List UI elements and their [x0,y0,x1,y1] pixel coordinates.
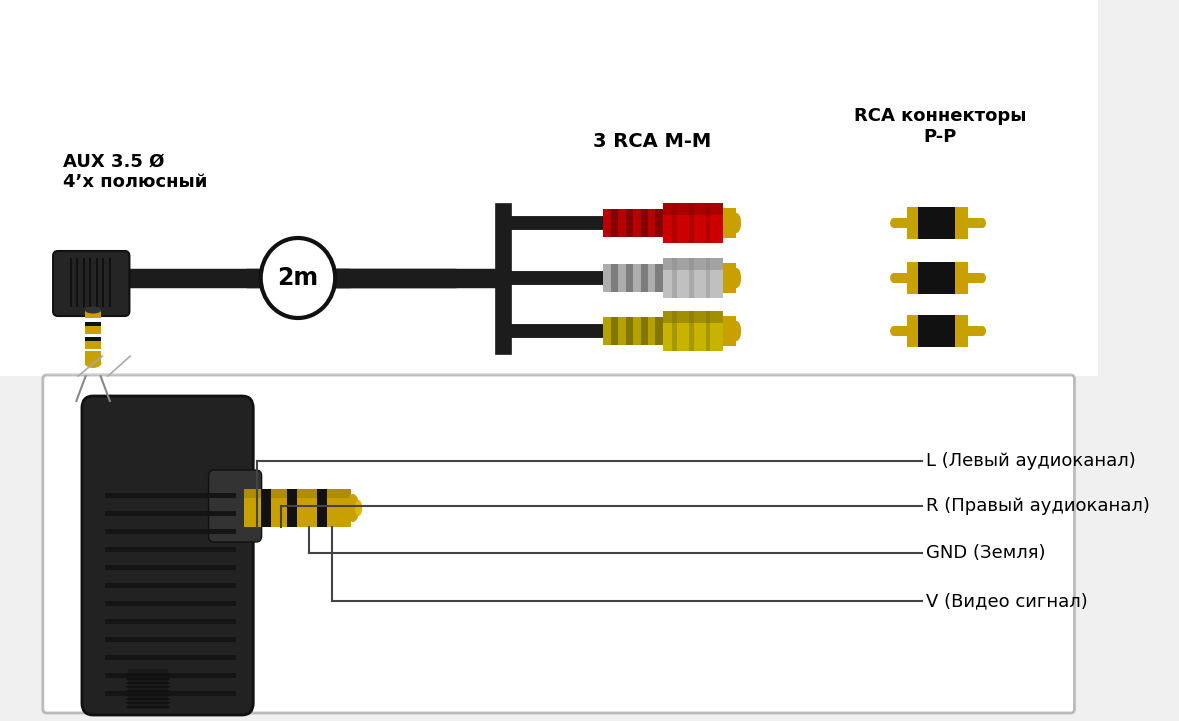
Bar [261,489,271,527]
Bar [85,310,101,318]
Bar [894,273,909,283]
Bar [129,669,167,709]
Bar [672,311,677,351]
Ellipse shape [979,218,986,228]
Bar [626,317,633,345]
Bar [244,489,351,527]
Ellipse shape [85,358,101,368]
Bar [672,258,677,298]
Bar [317,489,327,527]
Text: R (Правый аудиоканал): R (Правый аудиоканал) [927,497,1151,515]
Bar [85,341,101,349]
Text: GND (Земля): GND (Земля) [927,544,1046,562]
Bar [85,352,101,356]
Bar [918,262,957,294]
Bar [663,203,724,243]
FancyBboxPatch shape [209,470,262,542]
Bar [633,317,640,345]
Bar [286,489,297,527]
Bar [672,203,677,243]
Bar [611,317,618,345]
Bar [663,311,724,323]
Bar [648,317,656,345]
Bar [626,209,633,237]
Bar [85,337,101,341]
Bar [968,326,982,336]
Bar [706,203,711,243]
Ellipse shape [85,306,101,314]
Ellipse shape [979,326,986,336]
Bar [656,264,663,292]
Bar [618,209,626,237]
Bar [894,326,909,336]
Bar [706,311,711,351]
Bar [648,264,656,292]
Bar [918,315,957,347]
FancyBboxPatch shape [81,396,253,715]
Bar [689,203,693,243]
Bar [656,317,663,345]
Bar [663,258,724,298]
Bar [633,209,640,237]
Bar [618,264,626,292]
Bar [0,0,1098,376]
Text: 2m: 2m [277,266,318,290]
Bar [618,317,626,345]
Bar [918,207,957,239]
Bar [604,317,611,345]
Bar [640,209,648,237]
Bar [955,207,968,239]
FancyBboxPatch shape [53,251,130,316]
Bar [604,209,611,237]
Bar [85,326,101,334]
Bar [633,264,640,292]
Bar [706,258,711,298]
Bar [968,273,982,283]
Ellipse shape [732,213,742,233]
Ellipse shape [979,273,986,283]
Ellipse shape [355,500,362,516]
Bar [689,311,693,351]
Bar [689,258,693,298]
Text: V (Видео сигнал): V (Видео сигнал) [927,592,1088,610]
Text: 3 RCA M-M: 3 RCA M-M [593,132,711,151]
Ellipse shape [890,218,897,228]
Bar [611,209,618,237]
Circle shape [261,238,335,318]
Text: L (Левый аудиоканал): L (Левый аудиоканал) [927,452,1137,470]
Ellipse shape [890,273,897,283]
Bar [663,311,724,351]
Ellipse shape [890,326,897,336]
Ellipse shape [732,268,742,288]
Bar [640,317,648,345]
Bar [626,264,633,292]
Bar [663,203,724,215]
Bar [611,264,618,292]
Bar [724,208,737,238]
Bar [955,315,968,347]
Ellipse shape [347,494,360,522]
Bar [955,262,968,294]
Bar [907,207,920,239]
Bar [907,262,920,294]
Bar [244,489,351,498]
Bar [85,322,101,326]
Bar [724,263,737,293]
Bar [85,351,101,363]
Bar [663,258,724,270]
Bar [640,264,648,292]
Text: AUX 3.5 Ø
4’х полюсный: AUX 3.5 Ø 4’х полюсный [64,152,208,191]
Bar [724,316,737,346]
FancyBboxPatch shape [42,375,1074,713]
Text: RCA коннекторы
P-P: RCA коннекторы P-P [854,107,1027,146]
Ellipse shape [732,321,742,341]
Bar [894,218,909,228]
Bar [656,209,663,237]
Bar [907,315,920,347]
Bar [968,218,982,228]
Bar [648,209,656,237]
Bar [604,264,611,292]
